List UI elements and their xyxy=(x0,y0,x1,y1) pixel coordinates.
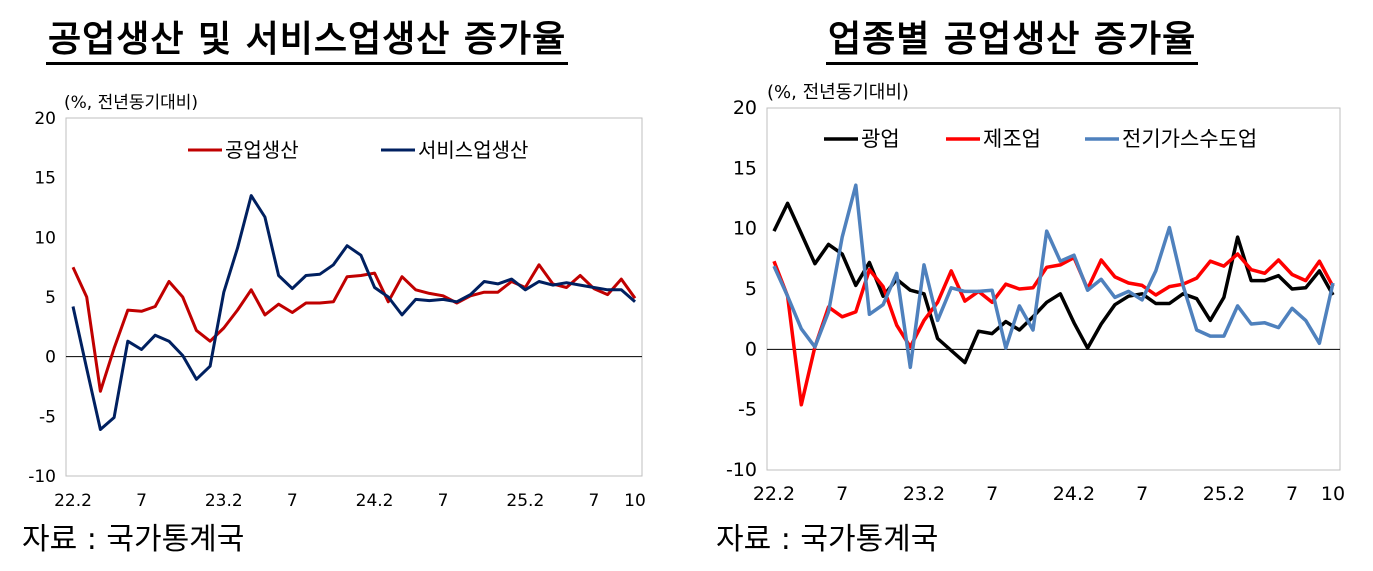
plot-area xyxy=(65,117,643,477)
y-tick-label: 10 xyxy=(34,228,56,248)
legend-label: 서비스업생산 xyxy=(418,138,528,162)
y-tick-label: -10 xyxy=(28,467,56,487)
x-tick-label: 7 xyxy=(136,491,147,511)
unit-label: (%, 전년동기대비) xyxy=(767,82,909,103)
y-tick-label: 20 xyxy=(34,109,56,129)
legend-label: 전기가스수도업 xyxy=(1122,127,1257,151)
left-chart-svg: (%, 전년동기대비) -10 -5 0 5 10 15 20 22.2 7 23.2 7 24.2 7 2… xyxy=(28,93,646,511)
x-tick-label: 22.2 xyxy=(753,483,795,505)
plot-area xyxy=(766,107,1341,471)
y-tick-label: 0 xyxy=(45,348,56,368)
x-tick-label: 25.2 xyxy=(506,491,544,511)
right-chart-title: 업종별 공업생산 증가율 xyxy=(826,18,1199,65)
right-chart-source: 자료 : 국가통계국 xyxy=(716,522,939,557)
x-tick-label: 25.2 xyxy=(1203,483,1245,505)
legend-label: 제조업 xyxy=(983,127,1041,151)
x-tick-label: 10 xyxy=(624,491,646,511)
y-tick-label: 15 xyxy=(733,157,757,179)
x-tick-label: 24.2 xyxy=(1053,483,1095,505)
series-line-2 xyxy=(71,194,636,431)
x-tick-label: 7 xyxy=(986,483,998,505)
x-tick-label: 7 xyxy=(588,491,599,511)
y-tick-label: 15 xyxy=(34,169,56,189)
legend-label: 광업 xyxy=(861,127,900,151)
left-chart-panel: 공업생산 및 서비스업생산 증가율 (%, 전년동기대비) -10 -5 0 5 10 15… xyxy=(22,18,646,557)
legend-label: 공업생산 xyxy=(225,138,299,162)
series-line-3 xyxy=(772,183,1335,370)
y-tick-label: 5 xyxy=(745,278,757,300)
y-tick-label: 10 xyxy=(733,218,757,240)
left-chart-title: 공업생산 및 서비스업생산 증가율 xyxy=(46,18,569,65)
y-tick-label: 20 xyxy=(733,97,757,119)
x-tick-label: 24.2 xyxy=(356,491,394,511)
y-tick-label: 0 xyxy=(745,338,757,360)
y-tick-label: 5 xyxy=(45,288,56,308)
x-tick-label: 23.2 xyxy=(903,483,945,505)
series-line-1 xyxy=(71,263,637,393)
x-tick-label: 7 xyxy=(836,483,848,505)
x-tick-label: 7 xyxy=(438,491,449,511)
x-tick-label: 10 xyxy=(1321,483,1345,505)
right-chart-svg: (%, 전년동기대비) -10 -5 0 5 10 15 20 22.2 7 23.2 7 24.2 7 2… xyxy=(726,82,1345,505)
x-tick-label: 7 xyxy=(1136,483,1148,505)
x-tick-label: 23.2 xyxy=(205,491,243,511)
y-tick-label: -5 xyxy=(738,399,757,421)
x-tick-label: 22.2 xyxy=(54,491,92,511)
left-chart-source: 자료 : 국가통계국 xyxy=(22,522,245,557)
right-chart-panel: 업종별 공업생산 증가율 (%, 전년동기대비) -10 -5 0 5 10 15 20 22.… xyxy=(690,0,1373,571)
unit-label: (%, 전년동기대비) xyxy=(64,93,198,113)
y-tick-label: -10 xyxy=(726,459,757,481)
x-tick-label: 7 xyxy=(1286,483,1298,505)
x-tick-label: 7 xyxy=(287,491,298,511)
y-tick-label: -5 xyxy=(39,407,56,427)
series-line-1 xyxy=(772,201,1335,365)
